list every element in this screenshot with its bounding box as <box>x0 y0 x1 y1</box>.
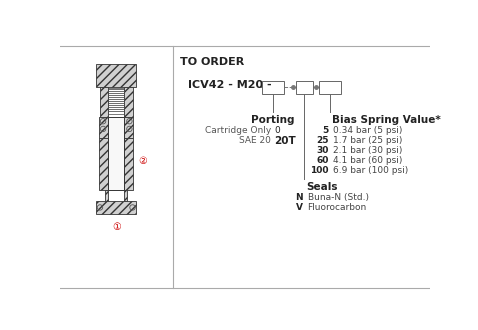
Bar <box>296 81 313 93</box>
Bar <box>124 138 133 190</box>
Text: Cartridge Only: Cartridge Only <box>205 126 271 135</box>
Bar <box>124 190 127 201</box>
Text: TO ORDER: TO ORDER <box>181 56 245 67</box>
Text: Fluorocarbon: Fluorocarbon <box>307 203 367 212</box>
Bar <box>99 138 109 190</box>
Bar <box>105 190 109 201</box>
Bar <box>99 116 109 138</box>
Bar <box>319 81 341 93</box>
Bar <box>109 88 124 114</box>
Bar <box>96 64 136 87</box>
Text: 25: 25 <box>316 136 328 145</box>
Bar <box>109 116 124 190</box>
Text: 6.9 bar (100 psi): 6.9 bar (100 psi) <box>333 166 408 175</box>
Text: 0.34 bar (5 psi): 0.34 bar (5 psi) <box>333 126 402 135</box>
Text: N: N <box>295 193 303 202</box>
Text: 2.1 bar (30 psi): 2.1 bar (30 psi) <box>333 146 402 155</box>
Text: 5: 5 <box>322 126 328 135</box>
Text: Buna-N (Std.): Buna-N (Std.) <box>307 193 369 202</box>
Text: 100: 100 <box>310 166 328 175</box>
Bar <box>124 87 132 116</box>
Text: SAE 20: SAE 20 <box>239 136 271 145</box>
Text: 60: 60 <box>316 156 328 165</box>
Text: V: V <box>296 203 303 212</box>
Text: ICV42 - M20 -: ICV42 - M20 - <box>188 80 272 90</box>
Bar <box>100 87 109 116</box>
Text: 4.1 bar (60 psi): 4.1 bar (60 psi) <box>333 156 402 165</box>
Text: 0: 0 <box>274 126 280 135</box>
Text: Seals: Seals <box>306 182 337 192</box>
Text: ①: ① <box>112 222 120 232</box>
Text: ②: ② <box>138 156 147 166</box>
Text: 30: 30 <box>316 146 328 155</box>
Text: 1.7 bar (25 psi): 1.7 bar (25 psi) <box>333 136 402 145</box>
Text: Bias Spring Value*: Bias Spring Value* <box>332 115 440 125</box>
Bar <box>262 81 283 93</box>
Text: 20T: 20T <box>274 136 296 146</box>
Text: Porting: Porting <box>251 115 294 125</box>
Bar <box>124 116 133 138</box>
Bar <box>96 201 136 214</box>
